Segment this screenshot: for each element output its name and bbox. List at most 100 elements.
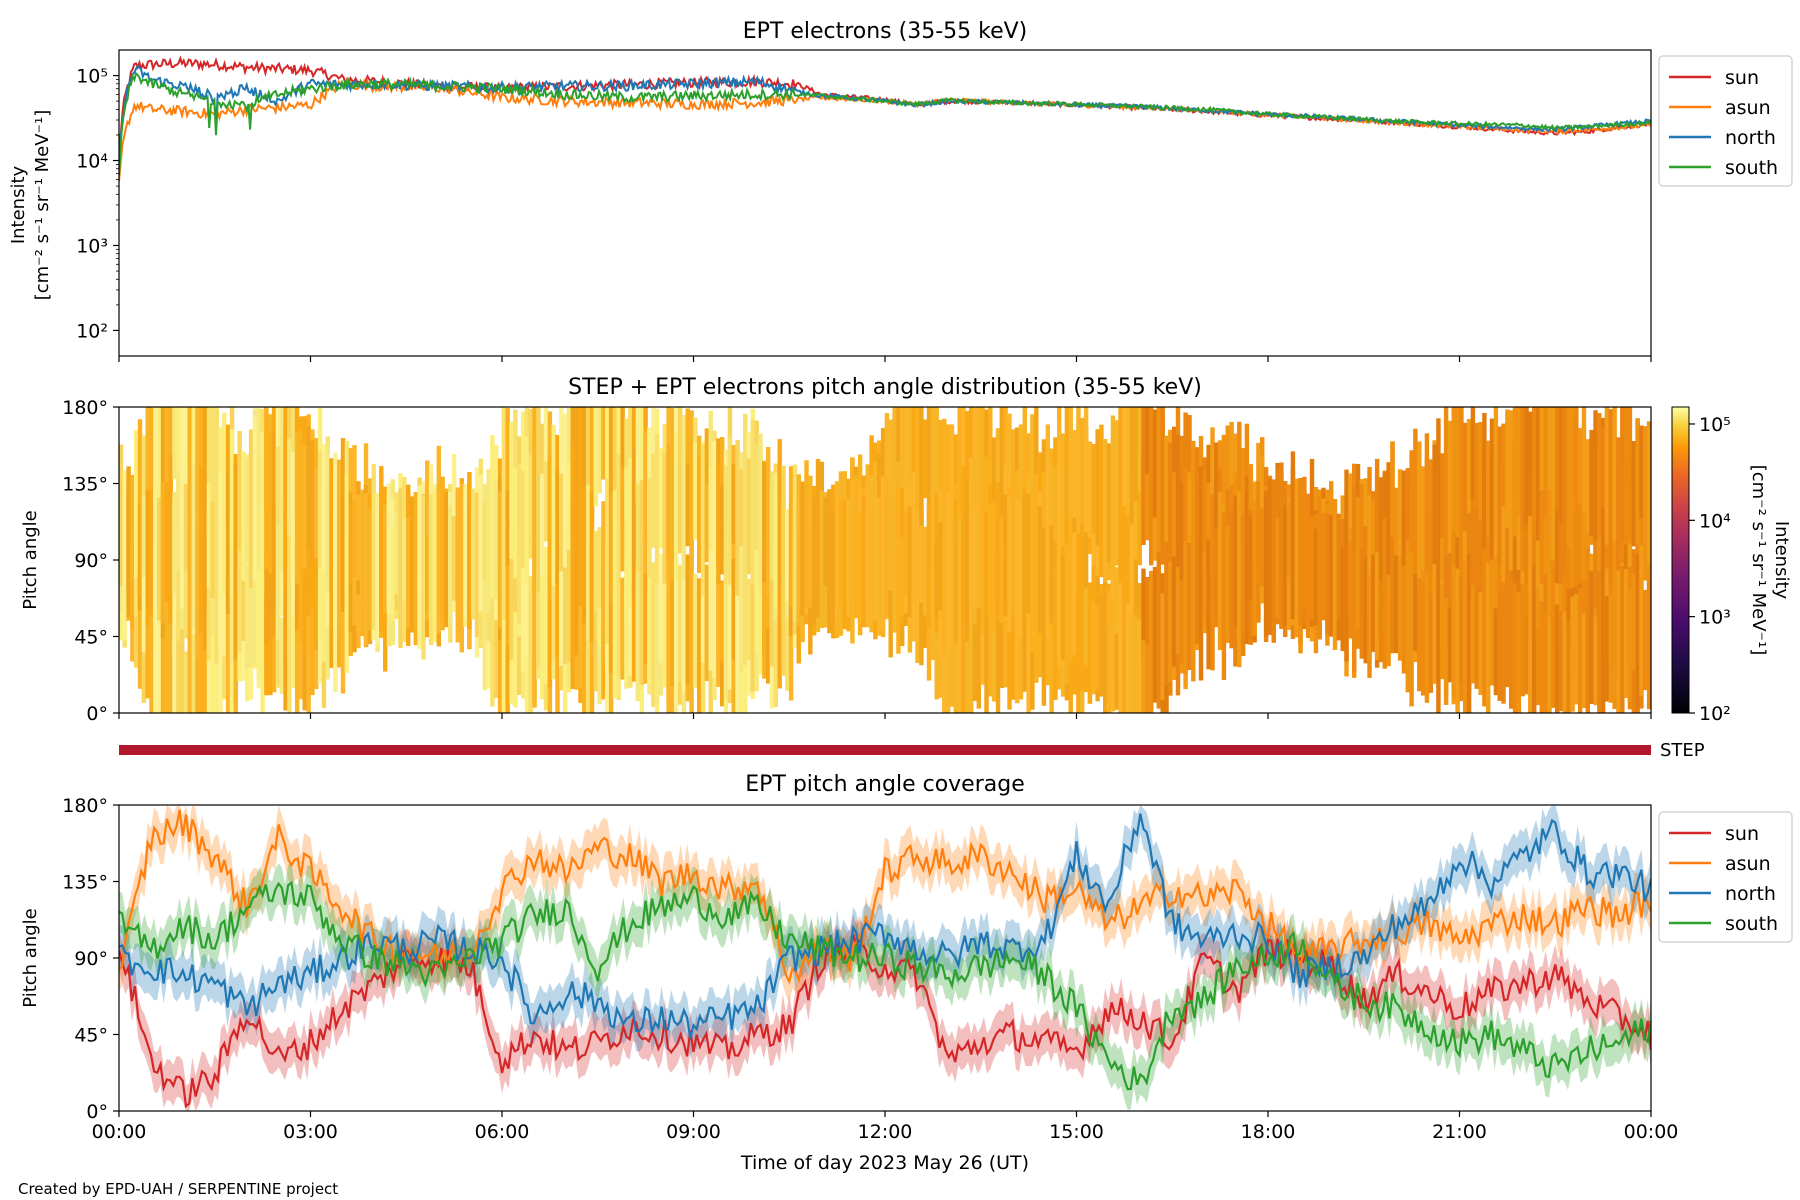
heatmap-cell [1608,593,1614,703]
heatmap-cell [1543,610,1548,713]
heatmap-cell [494,610,499,699]
heatmap-cell [203,490,208,609]
heatmap-cell [1608,409,1614,552]
coverage-band-north [119,805,1651,1059]
heatmap-cell [1022,407,1028,549]
heatmap-cell [1577,428,1583,505]
heatmap-cell [995,428,1001,504]
heatmap-cell [1378,477,1384,592]
heatmap-cell [505,605,510,713]
heatmap-cell [823,497,828,586]
heatmap-cell [543,461,549,542]
heatmap-cell [417,485,422,649]
heatmap-cell [501,468,507,590]
heatmap-cell [685,463,690,547]
heatmap-cell [574,407,579,531]
heatmap-cell [716,578,721,661]
heatmap-cell [777,599,782,689]
heatmap-cell [1049,572,1054,713]
heatmap-cell [203,407,208,520]
heatmap-cell [1432,571,1437,684]
series-line-south [119,880,1651,1091]
heatmap-cell [972,587,978,701]
heatmap-cell [746,458,752,575]
heatmap-cell [1643,426,1648,581]
heatmap-cell [620,585,625,667]
heatmap-cell [532,437,537,592]
heatmap-cell [1068,407,1073,546]
heatmap-cell [268,431,273,574]
heatmap-cell [930,476,936,642]
heatmap-cell [1539,507,1545,669]
heatmap-cell [1122,484,1127,578]
heatmap-cell [187,630,193,713]
heatmap-cell [1191,475,1196,600]
heatmap-cell [160,482,166,624]
heatmap-cell [708,548,713,671]
heatmap-cell [1340,545,1345,652]
heatmap-cell [1489,559,1495,686]
panel1-x-ticks [118,356,1652,362]
heatmap-cell [1141,407,1146,516]
y-tick-label: 0° [86,703,108,725]
heatmap-cell [1072,430,1077,518]
heatmap-cell [1420,466,1426,570]
panel3-ylabel: Pitch angle [20,908,41,1007]
heatmap-cell [1229,510,1234,649]
heatmap-cell [1535,540,1541,640]
heatmap-cell [540,607,545,700]
heatmap-cell [1022,494,1028,648]
heatmap-cell [1509,467,1514,588]
heatmap-cell [195,407,200,513]
heatmap-cell [1141,568,1146,659]
heatmap-cell [976,602,982,709]
heatmap-cell [677,564,683,682]
heatmap-cell [938,601,943,698]
heatmap-cell [440,518,445,624]
heatmap-cell [1470,598,1476,682]
heatmap-cell [1535,628,1541,705]
heatmap-cell [1390,537,1395,654]
panel3-y-ticks: 0° 45° 90° 135° 180° [62,795,119,1123]
heatmap-cell [911,471,916,642]
heatmap-cell [1558,407,1564,522]
heatmap-cell [704,564,710,682]
heatmap-cell [635,565,641,702]
heatmap-cell [1087,442,1093,538]
heatmap-cell [1137,619,1142,713]
heatmap-cell [1428,594,1434,693]
heatmap-cell [1424,433,1430,570]
heatmap-cell [149,407,154,517]
heatmap-cell [984,582,989,713]
heatmap-cell [291,451,296,560]
heatmap-cell [379,466,384,632]
heatmap-cell [1237,421,1242,558]
heatmap-cell [406,517,411,628]
heatmap-cell [1401,583,1407,674]
heatmap-cell [647,478,652,578]
heatmap-cell [1509,570,1514,709]
heatmap-cell [252,570,258,665]
heatmap-cell [1631,441,1637,547]
heatmap-cell [1597,413,1602,538]
heatmap-cell [478,519,484,612]
heatmap-cell [612,490,618,579]
heatmap-cell [1482,548,1487,707]
heatmap-cell [1593,410,1598,541]
heatmap-cell [1329,518,1334,624]
heatmap-cell [237,473,242,550]
heatmap-cell [1149,407,1154,517]
heatmap-cell [1574,419,1579,587]
panel1-ylabel-line1: Intensity [8,165,29,244]
heatmap-cell [1570,407,1575,541]
heatmap-cell [892,407,897,545]
panel2-ylabel: Pitch angle [20,510,41,609]
panel2-heatmap [119,407,1651,713]
panel3-title: EPT pitch angle coverage [745,772,1025,797]
heatmap-cell [593,531,599,614]
heatmap-cell [256,525,262,679]
heatmap-cell [505,490,510,566]
heatmap-cell [1512,583,1518,713]
heatmap-cell [704,482,710,563]
heatmap-cell [555,469,560,585]
